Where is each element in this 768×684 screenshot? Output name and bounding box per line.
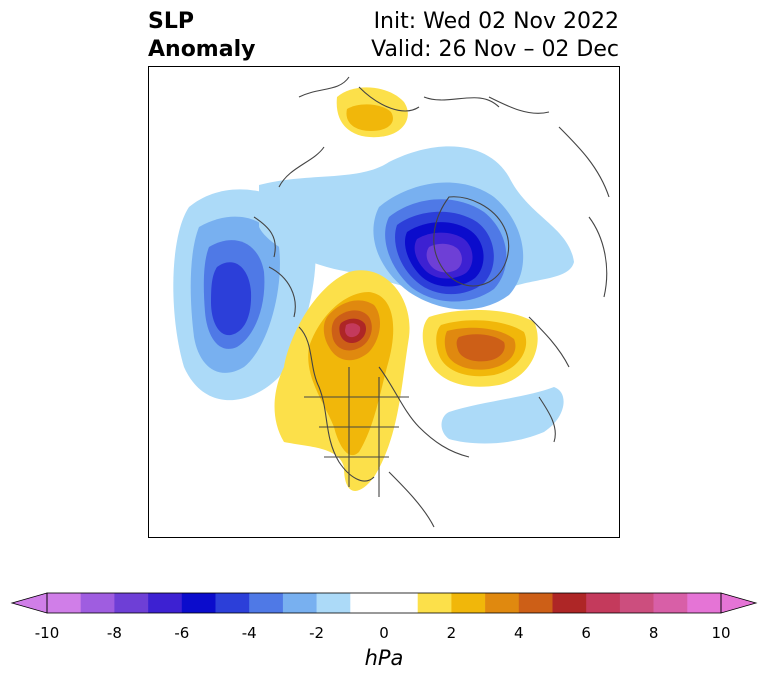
colorbar-cell: [80, 593, 115, 613]
colorbar-unit: hPa: [364, 646, 404, 670]
colorbar-tick-label: -4: [241, 624, 257, 642]
colorbar-cell: [47, 593, 81, 613]
colorbar-cell: [518, 593, 553, 613]
map-canvas: [173, 76, 610, 528]
colorbar-cell: [316, 593, 351, 613]
colorbar-cell: [181, 593, 216, 613]
anomaly-map: [148, 66, 620, 538]
colorbar-cell: [586, 593, 621, 613]
colorbar-cell: [687, 593, 722, 613]
colorbar-tick-label: 4: [514, 624, 524, 642]
colorbar-cell: [215, 593, 250, 613]
colorbar-tick-label: -2: [309, 624, 325, 642]
date-info: Init: Wed 02 Nov 2022 Valid: 26 Nov – 02…: [371, 8, 619, 64]
polar-low: [373, 182, 524, 310]
map-title: SLP Anomaly: [148, 8, 255, 64]
colorbar-cell: [619, 593, 654, 613]
colorbar-cell: [485, 593, 520, 613]
title-line-1: SLP: [148, 9, 194, 34]
colorbar-tick-label: -10: [34, 624, 60, 642]
colorbar-cell: [451, 593, 486, 613]
colorbar-tick-label: 0: [379, 624, 389, 642]
colorbar-cell: [249, 593, 284, 613]
colorbar-cell: [350, 593, 385, 613]
init-date: Init: Wed 02 Nov 2022: [373, 9, 619, 34]
coastlines: [253, 76, 610, 528]
colorbar-cell: [653, 593, 688, 613]
colorbar-cell: [148, 593, 183, 613]
colorbar-tick-label: 2: [446, 624, 457, 642]
colorbar-tick-label: -8: [106, 624, 122, 642]
colorbar-cell: [384, 593, 418, 613]
scandinavia-high: [336, 87, 408, 138]
valid-range: Valid: 26 Nov – 02 Dec: [371, 37, 619, 62]
colorbar-tick-label: 10: [711, 624, 731, 642]
title-line-2: Anomaly: [148, 37, 256, 62]
colorbar-cell: [417, 593, 452, 613]
colorbar-min-arrow: [10, 592, 48, 614]
colorbar-tick-label: 8: [648, 624, 659, 642]
colorbar: [10, 592, 758, 614]
greenland-high: [422, 310, 538, 387]
colorbar-tick-label: 6: [581, 624, 591, 642]
colorbar-tick-label: -6: [174, 624, 190, 642]
colorbar-max-arrow: [720, 592, 758, 614]
atlantic-low: [441, 387, 564, 444]
colorbar-cell: [282, 593, 317, 613]
colorbar-cell: [552, 593, 587, 613]
colorbar-cell: [114, 593, 149, 613]
colorbar-frame: [46, 592, 722, 614]
north-america-high: [274, 270, 410, 491]
